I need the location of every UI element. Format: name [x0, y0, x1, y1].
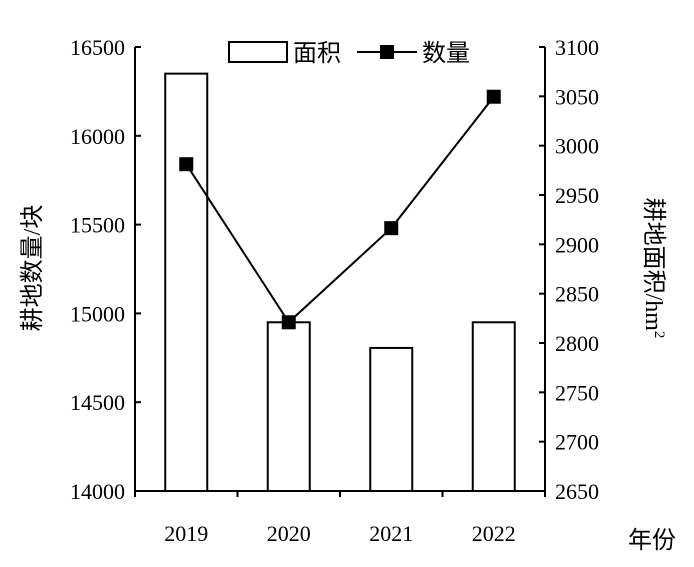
right-tick-label: 2850	[555, 282, 599, 307]
left-axis-title: 耕地数量/块	[19, 205, 46, 332]
left-tick-label: 15500	[70, 213, 125, 238]
left-tick-label: 16500	[70, 35, 125, 60]
legend-marker-count	[380, 45, 394, 59]
legend-label-area: 面积	[293, 40, 341, 67]
right-tick-label: 2750	[555, 380, 599, 405]
bar-area-2020	[266, 321, 311, 492]
right-tick-label: 3100	[555, 35, 599, 60]
right-tick-label: 3050	[555, 84, 599, 109]
legend-label-count: 数量	[422, 40, 470, 67]
right-axis-title: 耕地面积/hm2	[640, 198, 667, 339]
point-count-2021	[384, 221, 399, 236]
line-count-path	[185, 96, 495, 324]
line-series-count	[179, 89, 501, 330]
right-tick-label: 2700	[555, 430, 599, 455]
right-tick-label: 2800	[555, 331, 599, 356]
bar-area-2022	[471, 321, 516, 492]
x-axis-title: 年份	[628, 527, 676, 554]
right-tick-label: 2900	[555, 232, 599, 257]
legend-swatch-area	[228, 41, 288, 63]
point-count-2022	[486, 89, 501, 104]
bar-area-2021	[369, 346, 414, 492]
right-tick-label: 2950	[555, 183, 599, 208]
x-tick-label: 2020	[267, 521, 311, 546]
right-axis-title-superscript: 2	[651, 331, 667, 339]
point-count-2019	[179, 157, 194, 172]
left-axis-ticks: 14000 14500 15000 15500 16000 16500	[70, 35, 141, 504]
x-tick-label: 2021	[369, 521, 413, 546]
left-tick-label: 14000	[70, 479, 125, 504]
x-tick-label: 2022	[472, 521, 516, 546]
right-tick-label: 3000	[555, 134, 599, 159]
right-axis-title-text: 耕地面积/hm	[640, 198, 667, 332]
right-tick-label: 2650	[555, 479, 599, 504]
x-axis-ticks: 2019 2020 2021 2022	[164, 521, 516, 546]
left-tick-label: 14500	[70, 390, 125, 415]
bar-series-area	[164, 72, 516, 492]
x-tick-label: 2019	[164, 521, 208, 546]
left-tick-label: 16000	[70, 124, 125, 149]
bar-area-2019	[164, 72, 209, 492]
right-axis-ticks: 2650 2700 2750 2800 2850 2900 2950 3000 3050 3100	[539, 35, 599, 504]
legend: 面积 数量	[228, 40, 470, 67]
left-tick-label: 15000	[70, 301, 125, 326]
point-count-2020	[281, 315, 296, 330]
